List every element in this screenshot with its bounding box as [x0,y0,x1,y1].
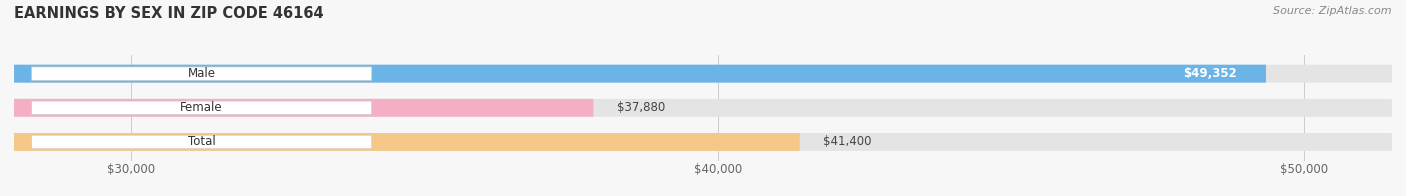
Text: Source: ZipAtlas.com: Source: ZipAtlas.com [1274,6,1392,16]
FancyBboxPatch shape [32,135,371,149]
Text: Male: Male [187,67,215,80]
FancyBboxPatch shape [14,99,593,117]
Text: $49,352: $49,352 [1182,67,1237,80]
FancyBboxPatch shape [14,65,1265,83]
Text: $37,880: $37,880 [617,101,665,114]
FancyBboxPatch shape [14,65,1392,83]
FancyBboxPatch shape [14,133,800,151]
FancyBboxPatch shape [14,99,1392,117]
FancyBboxPatch shape [32,67,371,80]
Text: Total: Total [188,135,215,148]
FancyBboxPatch shape [32,101,371,114]
Text: EARNINGS BY SEX IN ZIP CODE 46164: EARNINGS BY SEX IN ZIP CODE 46164 [14,6,323,21]
Text: $41,400: $41,400 [823,135,872,148]
Text: Female: Female [180,101,224,114]
FancyBboxPatch shape [14,133,1392,151]
